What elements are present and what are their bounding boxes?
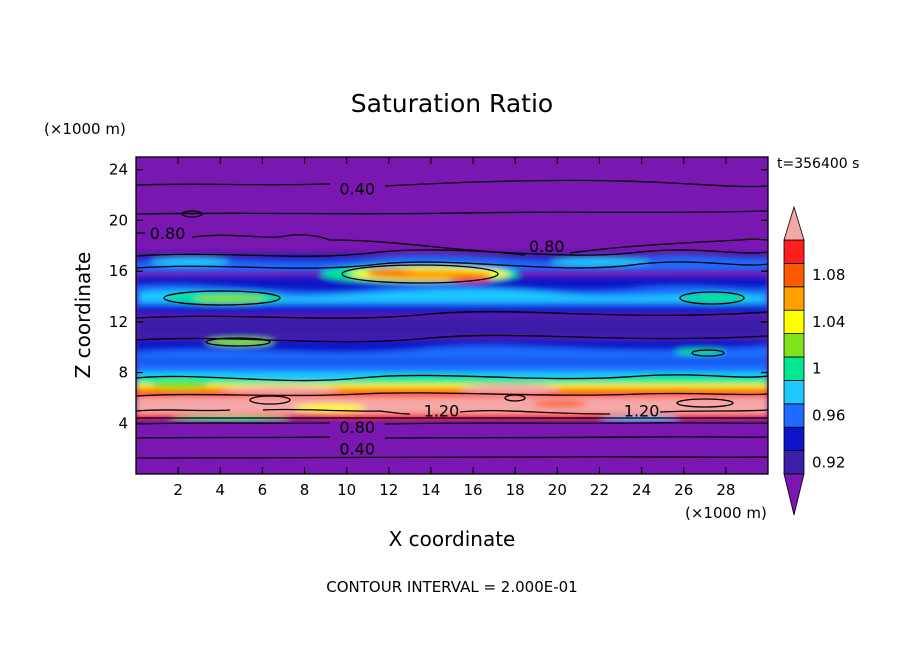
- contour-label: 0.80: [339, 418, 375, 437]
- x-tick-label: 4: [215, 481, 225, 499]
- colorbar-tick-label: 1: [812, 360, 822, 378]
- colorbar-segment: [783, 450, 805, 475]
- x-tick-label: 24: [632, 481, 651, 499]
- y-tick-label: 24: [109, 161, 128, 179]
- contour-label: 1.20: [624, 402, 660, 421]
- x-tick-label: 18: [506, 481, 525, 499]
- x-tick-label: 8: [300, 481, 310, 499]
- x-unit-label: (×1000 m): [685, 504, 767, 522]
- y-tick-label: 16: [109, 262, 128, 280]
- colorbar-segment: [783, 239, 805, 264]
- colorbar-tick-label: 0.96: [812, 407, 845, 425]
- colorbar-max-arrow: [783, 205, 805, 241]
- colorbar-segment: [783, 403, 805, 428]
- colorbar-tick-label: 1.04: [812, 313, 845, 331]
- colorbar-segment: [783, 286, 805, 311]
- y-tick-label: 8: [118, 364, 128, 382]
- contour-label: 0.80: [150, 224, 186, 243]
- contour-label: 0.40: [339, 440, 375, 459]
- plot-frame: [135, 156, 769, 475]
- x-tick-label: 16: [464, 481, 483, 499]
- contour-label: 0.40: [339, 180, 375, 199]
- colorbar-segment: [783, 333, 805, 358]
- contour-label: 0.80: [529, 237, 565, 256]
- x-tick-label: 22: [590, 481, 609, 499]
- colorbar-segment: [783, 309, 805, 335]
- chart-title: Saturation Ratio: [351, 89, 553, 118]
- colorbar: 0.92 0.96 1 1.04 1.08: [783, 205, 845, 516]
- y-tick-label: 4: [118, 414, 128, 432]
- y-axis: 4 8 12 16 20 24: [109, 161, 768, 432]
- x-tick-label: 12: [379, 481, 398, 499]
- colorbar-segment: [783, 379, 805, 405]
- x-tick-label: 14: [421, 481, 440, 499]
- x-tick-label: 28: [716, 481, 735, 499]
- colorbar-min-arrow: [783, 473, 805, 516]
- colorbar-segment: [783, 262, 805, 288]
- x-axis: 2 4 6 8 10 12 14 16 18 20 22 24 26 28: [173, 157, 735, 499]
- contour-interval-footer: CONTOUR INTERVAL = 2.000E-01: [326, 578, 577, 596]
- y-tick-label: 12: [109, 313, 128, 331]
- colorbar-segment: [783, 426, 805, 452]
- contour-lines: [136, 179, 768, 459]
- x-tick-label: 20: [548, 481, 567, 499]
- colorbar-tick-label: 0.92: [812, 453, 845, 471]
- x-tick-label: 10: [337, 481, 356, 499]
- contour-labels: 0.40 0.80 0.80 1.20 1.20 0.80 0.40: [150, 180, 660, 459]
- x-tick-label: 26: [674, 481, 693, 499]
- x-tick-label: 2: [173, 481, 183, 499]
- contour-label: 1.20: [424, 402, 460, 421]
- y-unit-label: (×1000 m): [44, 120, 126, 138]
- x-axis-label: X coordinate: [389, 527, 516, 551]
- y-axis-label: Z coordinate: [71, 252, 95, 379]
- colorbar-tick-label: 1.08: [812, 266, 845, 284]
- saturation-field: [136, 157, 768, 474]
- colorbar-segment: [783, 356, 805, 381]
- y-tick-label: 20: [109, 211, 128, 229]
- x-tick-label: 6: [258, 481, 268, 499]
- time-label: t=356400 s: [777, 156, 859, 172]
